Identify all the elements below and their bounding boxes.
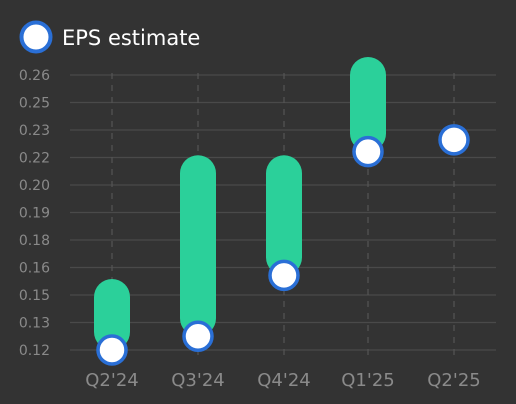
- y-tick-label: 0.16: [19, 261, 50, 277]
- eps-estimate-marker: [182, 320, 214, 352]
- x-tick-label: Q4'24: [257, 370, 310, 391]
- y-axis-ticks: 0.12 0.13 0.15 0.16 0.18 0.19 0.20 0.22 0.23 0.25…: [19, 68, 50, 359]
- marker-layer: [96, 124, 470, 366]
- y-tick-label: 0.12: [19, 343, 50, 359]
- eps-estimate-marker: [268, 259, 300, 292]
- range-bar: [350, 57, 386, 152]
- y-tick-label: 0.19: [19, 206, 50, 222]
- x-tick-label: Q1'25: [341, 370, 394, 391]
- range-bar: [94, 278, 130, 350]
- eps-estimate-marker: [96, 334, 128, 366]
- y-tick-label: 0.20: [19, 178, 50, 194]
- range-bar: [180, 155, 216, 337]
- x-tick-label: Q3'24: [171, 370, 224, 391]
- eps-estimate-marker: [438, 124, 470, 156]
- legend: EPS estimate: [19, 20, 200, 54]
- y-tick-label: 0.23: [19, 123, 50, 139]
- y-tick-label: 0.13: [19, 316, 50, 332]
- range-bar: [266, 155, 302, 276]
- y-tick-label: 0.25: [19, 96, 50, 112]
- eps-estimate-marker: [352, 135, 384, 168]
- bar-layer: [94, 57, 386, 350]
- x-tick-label: Q2'24: [85, 370, 138, 391]
- x-axis-ticks: Q2'24 Q3'24 Q4'24 Q1'25 Q2'25: [85, 370, 480, 391]
- y-tick-label: 0.18: [19, 233, 50, 249]
- x-tick-label: Q2'25: [427, 370, 480, 391]
- y-tick-label: 0.26: [19, 68, 50, 84]
- legend-label: EPS estimate: [62, 26, 200, 50]
- legend-marker-icon: [19, 20, 53, 54]
- y-tick-label: 0.22: [19, 151, 50, 167]
- y-tick-label: 0.15: [19, 288, 50, 304]
